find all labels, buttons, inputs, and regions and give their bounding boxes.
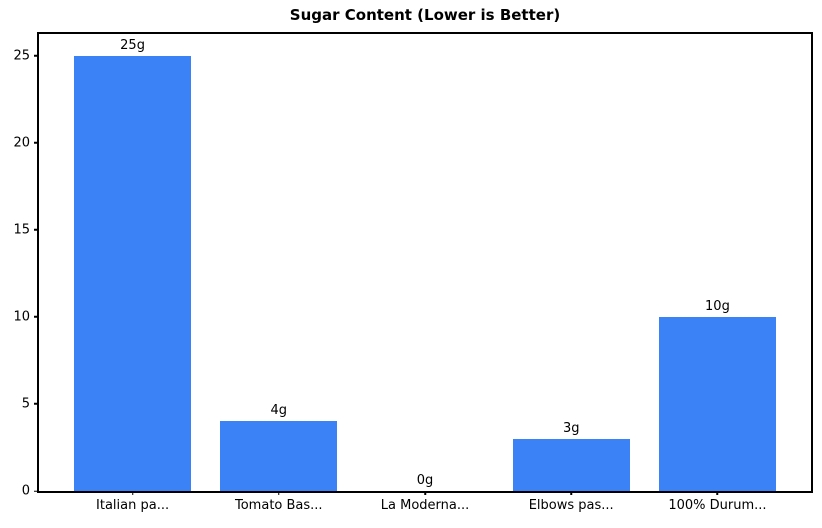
plot-area: 0 5 10 15 20 25 25g Italian pa... 4g Tomato Bas..… <box>13 32 813 512</box>
y-tick-label: 0 <box>21 483 30 499</box>
y-tick-mark <box>34 142 39 144</box>
x-tick-mark <box>424 491 426 495</box>
y-tick-mark <box>34 490 39 492</box>
y-tick-mark <box>34 316 39 318</box>
x-tick-mark <box>570 491 572 495</box>
x-tick-label: 100% Durum... <box>668 498 767 513</box>
bar <box>658 316 776 491</box>
x-tick-mark <box>716 491 719 495</box>
x-tick-mark <box>131 491 134 495</box>
bar-value-label: 25g <box>120 37 145 53</box>
bar-value-label: 0g <box>416 473 434 488</box>
plot-canvas: 0 5 10 15 20 25 25g Italian pa... 4g Tomato Bas..… <box>13 34 811 512</box>
bar-value-label: 10g <box>705 298 730 314</box>
y-tick-label: 20 <box>13 135 30 151</box>
y-tick-label: 5 <box>21 396 30 412</box>
x-tick-label: Tomato Bas... <box>235 498 323 513</box>
bar-value-label: 3g <box>562 420 580 436</box>
x-tick-mark <box>278 491 280 495</box>
bar <box>220 421 338 491</box>
bar <box>512 438 630 491</box>
x-tick-label: La Moderna... <box>380 498 470 513</box>
y-tick-mark <box>34 55 39 57</box>
y-tick-label: 10 <box>13 309 30 325</box>
chart-title: Sugar Content (Lower is Better) <box>289 6 561 24</box>
x-tick-label: Italian pa... <box>96 498 170 513</box>
bar <box>74 55 192 491</box>
y-tick-mark <box>34 403 39 405</box>
x-tick-label: Elbows pas... <box>528 498 614 513</box>
y-tick-label: 15 <box>13 222 30 238</box>
bar-value-label: 4g <box>270 403 288 419</box>
y-tick-mark <box>34 229 39 231</box>
y-tick-label: 25 <box>13 48 30 64</box>
